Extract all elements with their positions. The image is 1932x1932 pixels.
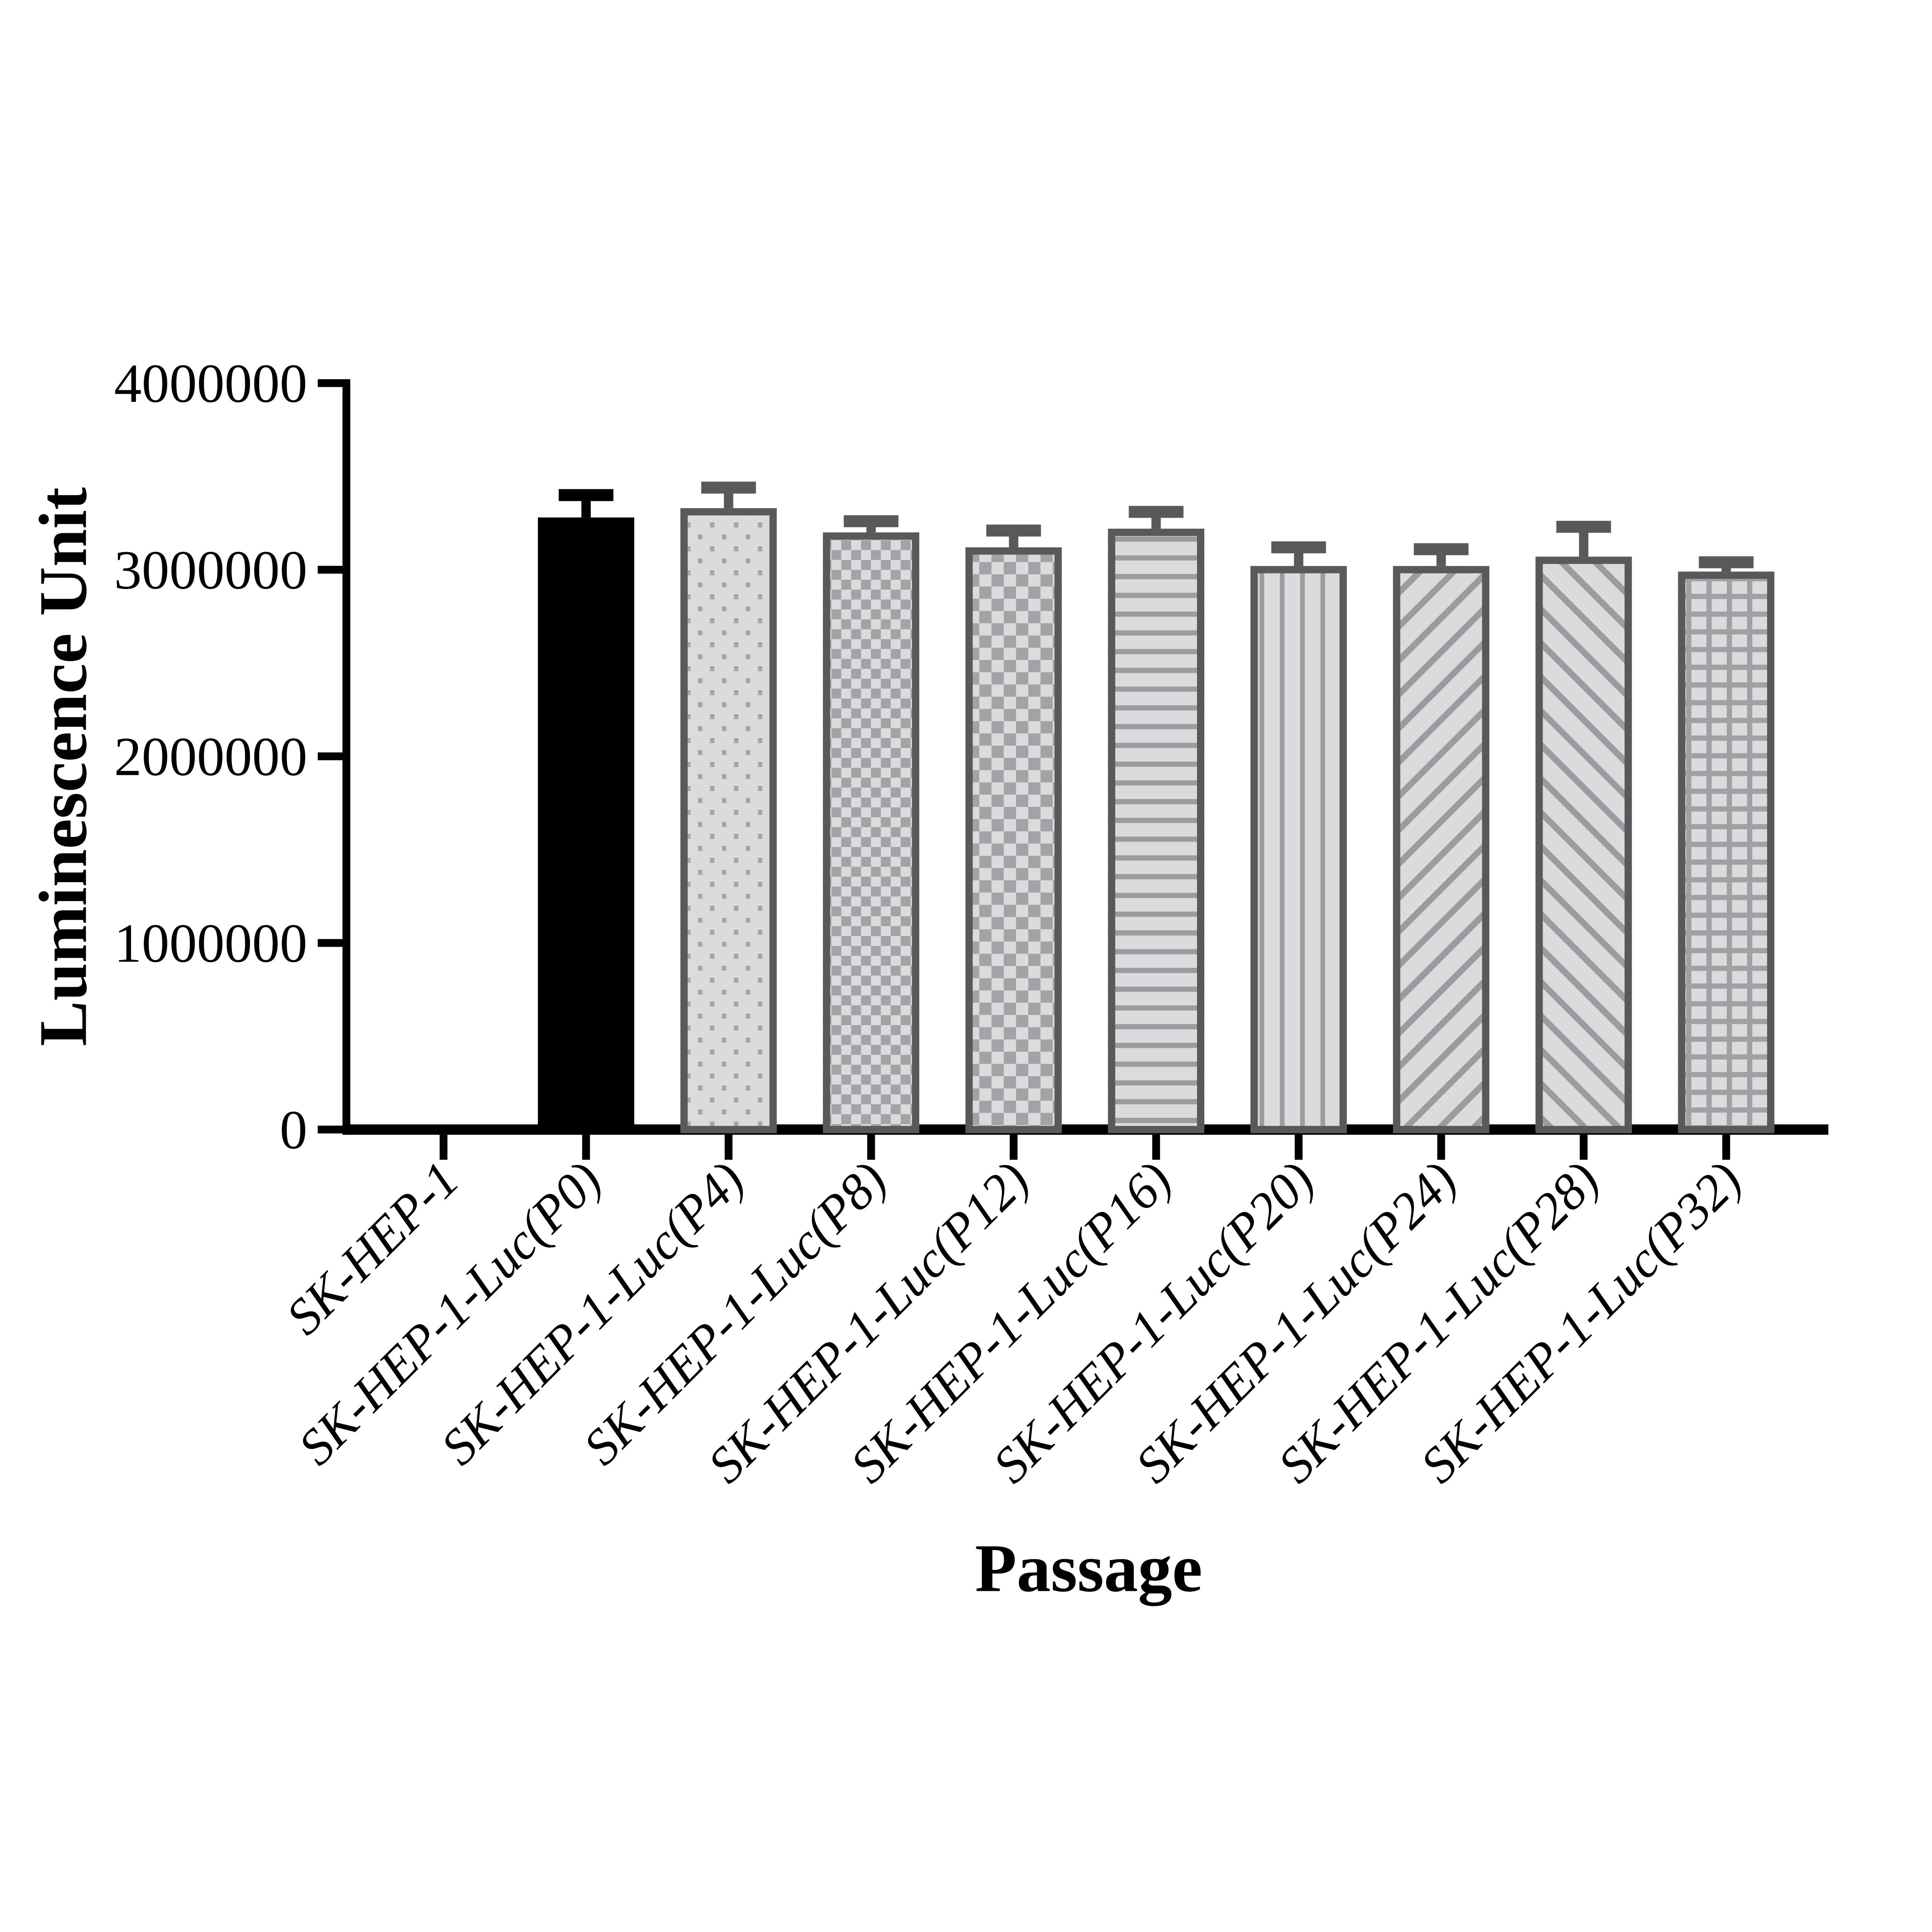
bar-SK-HEP-1-Luc(P0) <box>538 517 634 1130</box>
error-bar-SK-HEP-1-Luc(P24) <box>1413 543 1469 566</box>
bar-SK-HEP-1-Luc(P24) <box>1393 566 1490 1133</box>
bar-SK-HEP-1-Luc(P16) <box>1108 529 1204 1133</box>
error-bar-SK-HEP-1-Luc(P20) <box>1271 541 1326 566</box>
error-bar-SK-HEP-1-Luc(P4) <box>701 481 756 509</box>
x-axis <box>342 1124 1828 1160</box>
bars-group <box>538 508 1775 1133</box>
bar-SK-HEP-1-Luc(P8) <box>823 532 920 1133</box>
y-tick-labels-group: 0 1000000 2000000 3000000 4000000 <box>114 353 307 1160</box>
bar-SK-HEP-1-Luc(P32) <box>1678 571 1775 1133</box>
y-tick-label-0: 0 <box>280 1099 307 1160</box>
y-axis <box>318 379 350 1135</box>
error-bar-SK-HEP-1-Luc(P32) <box>1699 556 1754 572</box>
bar-SK-HEP-1-Luc(P4) <box>680 508 777 1133</box>
error-bar-SK-HEP-1-Luc(P28) <box>1556 520 1611 557</box>
y-tick-label-3000000: 3000000 <box>114 539 307 600</box>
x-axis-title: Passage <box>975 1531 1202 1606</box>
error-bar-SK-HEP-1-Luc(P8) <box>844 515 899 532</box>
y-tick-label-2000000: 2000000 <box>114 726 307 787</box>
bar-SK-HEP-1-Luc(P12) <box>965 547 1062 1133</box>
error-bar-SK-HEP-1-Luc(P12) <box>986 524 1041 548</box>
x-tick-labels-group: SK-HEP-1SK-HEP-1-Luc(P0)SK-HEP-1-Luc(P4)… <box>275 1151 1752 1493</box>
y-tick-label-1000000: 1000000 <box>114 913 307 974</box>
error-bar-SK-HEP-1-Luc(P16) <box>1129 506 1184 529</box>
y-tick-label-4000000: 4000000 <box>114 353 307 414</box>
bar-SK-HEP-1-Luc(P28) <box>1535 556 1632 1133</box>
error-bar-SK-HEP-1-Luc(P0) <box>558 489 614 518</box>
y-axis-title: Luminescence Unit <box>26 487 101 1046</box>
error-bars-group <box>558 481 1754 572</box>
bar-SK-HEP-1-Luc(P20) <box>1250 566 1347 1133</box>
